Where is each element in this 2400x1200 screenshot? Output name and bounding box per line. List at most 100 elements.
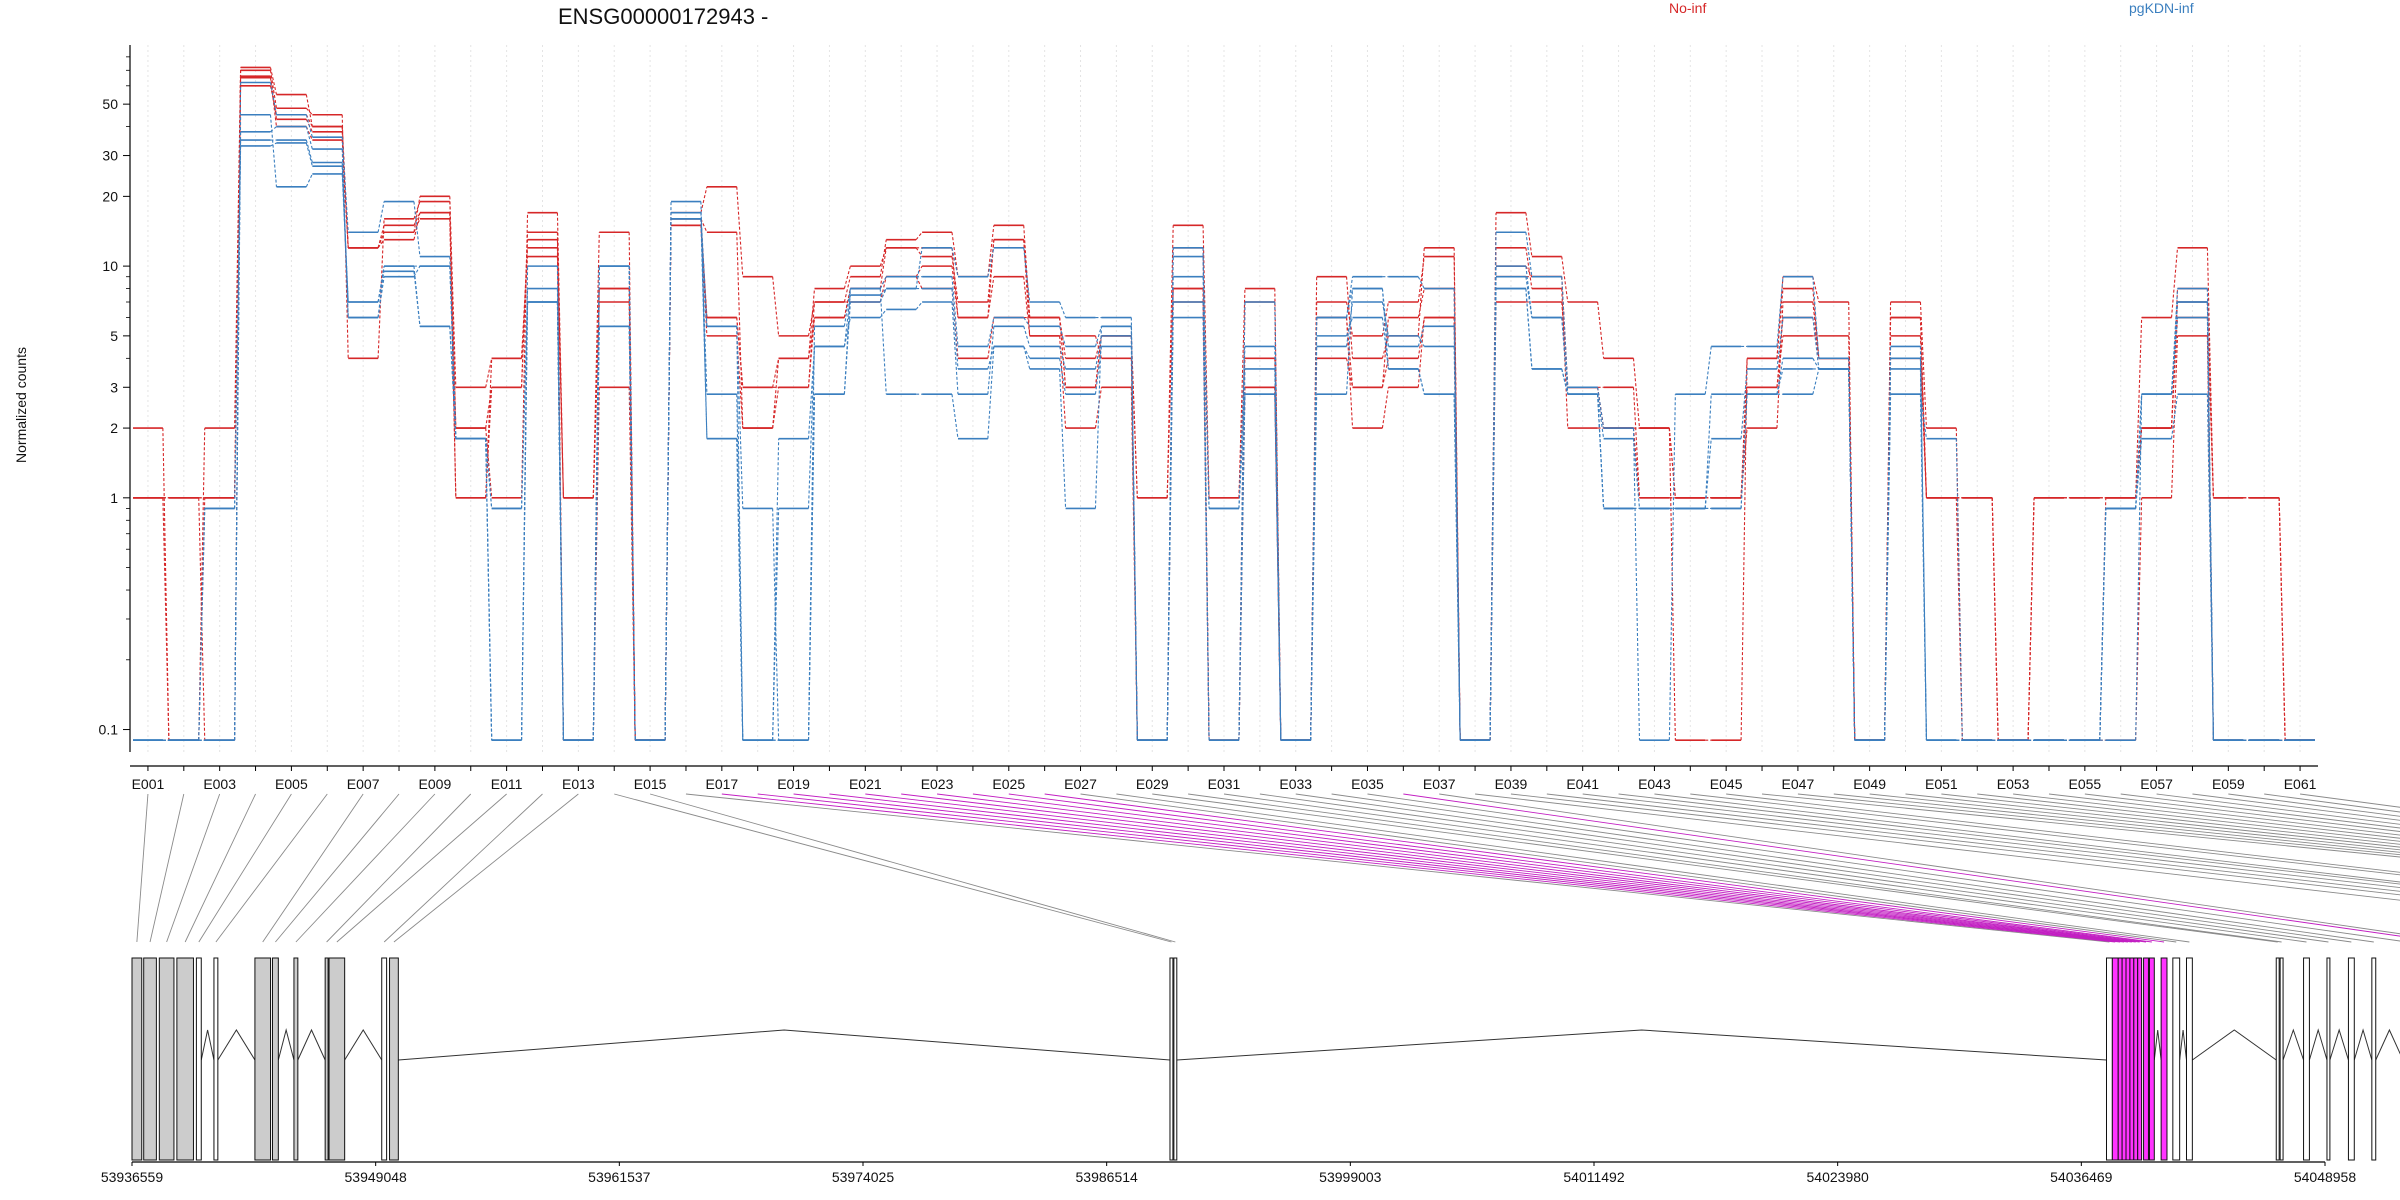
- series-connector: [270, 126, 277, 133]
- series-connector: [2135, 317, 2143, 498]
- series-connector: [915, 276, 923, 289]
- series-connector: [1202, 301, 1210, 741]
- series-connector: [1059, 335, 1067, 429]
- x-tick-label: E009: [419, 776, 452, 792]
- series-connector: [807, 346, 816, 509]
- series-connector: [879, 247, 887, 267]
- series-connector: [1561, 276, 1569, 388]
- intron-line: [2282, 1028, 2305, 1061]
- exon-connector-line: [685, 793, 2110, 943]
- series-connector: [843, 288, 851, 327]
- series-connector: [843, 301, 851, 395]
- series-connector: [1740, 368, 1748, 439]
- series-connector: [1274, 346, 1282, 741]
- series-connector: [1919, 317, 1927, 498]
- series-connector: [377, 266, 385, 318]
- exon-connector-line: [262, 793, 364, 943]
- exon-box: [254, 957, 272, 1161]
- exon-box: [1169, 957, 1174, 1161]
- series-connector: [1345, 301, 1354, 336]
- exon-connector-line: [1546, 793, 2400, 892]
- intron-line: [2353, 1028, 2373, 1061]
- series-connector: [1417, 276, 1425, 289]
- exon-connector-line: [1833, 793, 2400, 853]
- series-connector: [1525, 276, 1533, 318]
- series-connector: [915, 247, 923, 257]
- series-connector: [2170, 301, 2179, 395]
- series-connector: [879, 247, 887, 289]
- series-connector: [1632, 438, 1641, 509]
- exon-connector-line: [2192, 793, 2400, 821]
- intron-line: [2192, 1029, 2277, 1061]
- genomic-tick-label: 53974025: [832, 1169, 895, 1185]
- series-connector: [1094, 326, 1102, 347]
- exon-box: [131, 957, 143, 1161]
- x-tick-label: E011: [491, 776, 523, 792]
- x-tick-label: E029: [1136, 776, 1169, 792]
- series-connector: [1955, 438, 1963, 741]
- series-connector: [915, 301, 923, 310]
- exon-connector-line: [1008, 793, 2152, 943]
- series-connector: [269, 77, 278, 127]
- series-connector: [1776, 276, 1784, 347]
- series-connector: [879, 288, 887, 296]
- series-connector: [1561, 288, 1569, 429]
- series-connector: [198, 508, 206, 741]
- exon-connector-line: [936, 793, 2140, 943]
- series-connector: [305, 139, 313, 163]
- exon-connector-line: [1116, 793, 2190, 943]
- series-connector: [485, 438, 493, 741]
- intron-line: [344, 1029, 383, 1061]
- legend-label-pgkdn-inf: pgKDN-inf: [2129, 0, 2194, 16]
- series-connector: [807, 394, 816, 741]
- series-connector: [1238, 301, 1246, 741]
- series-connector: [1346, 317, 1354, 337]
- series-connector: [1525, 247, 1533, 289]
- series-connector: [1561, 317, 1569, 395]
- series-connector: [1059, 301, 1067, 318]
- gene-model-track: 53936559 53949048 53961537 53974025 53986514…: [101, 957, 2400, 1185]
- y-tick-label: 1: [110, 490, 118, 506]
- y-tick-label: 5: [110, 328, 118, 344]
- series-connector: [628, 326, 636, 741]
- series-connector: [807, 288, 816, 359]
- series-connector: [807, 301, 816, 388]
- series-connector: [377, 225, 385, 248]
- series-connector: [1740, 394, 1748, 509]
- exon-connector-line: [1475, 793, 2400, 901]
- series-connector: [521, 301, 529, 741]
- series-connector: [1776, 368, 1784, 395]
- series-connector: [413, 201, 421, 219]
- series-connector: [269, 82, 278, 115]
- series-connector: [521, 288, 529, 509]
- chart-title: ENSG00000172943 -: [558, 4, 768, 29]
- series-connector: [305, 107, 313, 116]
- x-tick-label: E049: [1853, 776, 1886, 792]
- series-connector: [305, 126, 313, 150]
- series-connector: [1740, 358, 1748, 741]
- series-connector: [2027, 497, 2035, 741]
- series-connector: [1561, 368, 1569, 395]
- exon-connector-line: [275, 793, 400, 943]
- x-tick-label: E043: [1638, 776, 1671, 792]
- series-connector: [1059, 317, 1067, 388]
- series-connector: [807, 301, 816, 336]
- series-connector: [162, 497, 170, 741]
- series-connector: [987, 326, 995, 395]
- series-connector: [341, 137, 349, 233]
- x-tick-label: E013: [562, 776, 595, 792]
- series-connector: [592, 232, 600, 498]
- series-connector: [736, 326, 744, 741]
- series-connector: [449, 201, 457, 388]
- series-connector: [521, 256, 529, 359]
- exon-connector-line: [793, 793, 2125, 943]
- series-connector: [700, 186, 708, 213]
- intron-line: [2329, 1028, 2349, 1061]
- genomic-tick-label: 54011492: [1563, 1169, 1624, 1185]
- exon-box: [143, 957, 157, 1161]
- exon-box: [195, 957, 202, 1161]
- series-connector: [1776, 288, 1784, 359]
- exon-connector-line: [1905, 793, 2400, 848]
- series-connector: [1059, 326, 1067, 347]
- exon-connector-line: [1726, 793, 2400, 873]
